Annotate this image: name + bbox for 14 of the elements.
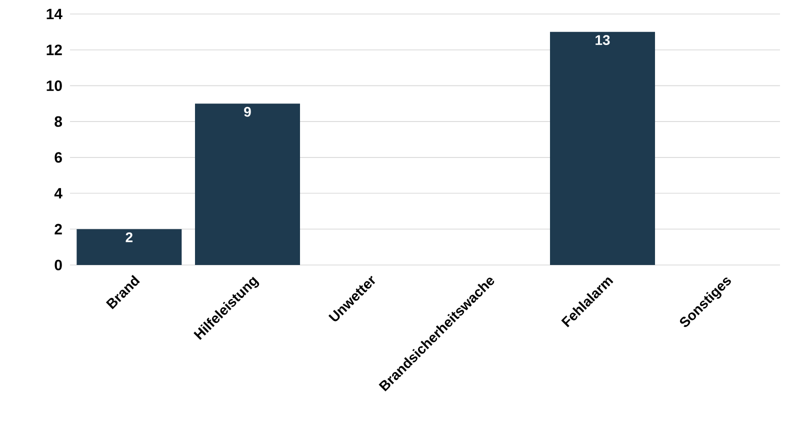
y-tick-label: 6 bbox=[54, 152, 62, 163]
y-tick-label: 14 bbox=[46, 8, 62, 20]
data-label: 2 bbox=[126, 232, 132, 242]
y-tick-label: 12 bbox=[46, 44, 62, 56]
bar bbox=[195, 104, 300, 265]
y-tick-label: 10 bbox=[46, 80, 62, 91]
bar bbox=[550, 32, 656, 265]
y-tick-label: 0 bbox=[54, 260, 62, 270]
y-tick-label: 8 bbox=[54, 116, 62, 127]
y-tick-label: 4 bbox=[54, 188, 62, 198]
data-label: 9 bbox=[244, 106, 251, 117]
data-label: 13 bbox=[596, 35, 610, 46]
y-tick-label: 2 bbox=[54, 224, 62, 234]
bar bbox=[76, 229, 182, 265]
